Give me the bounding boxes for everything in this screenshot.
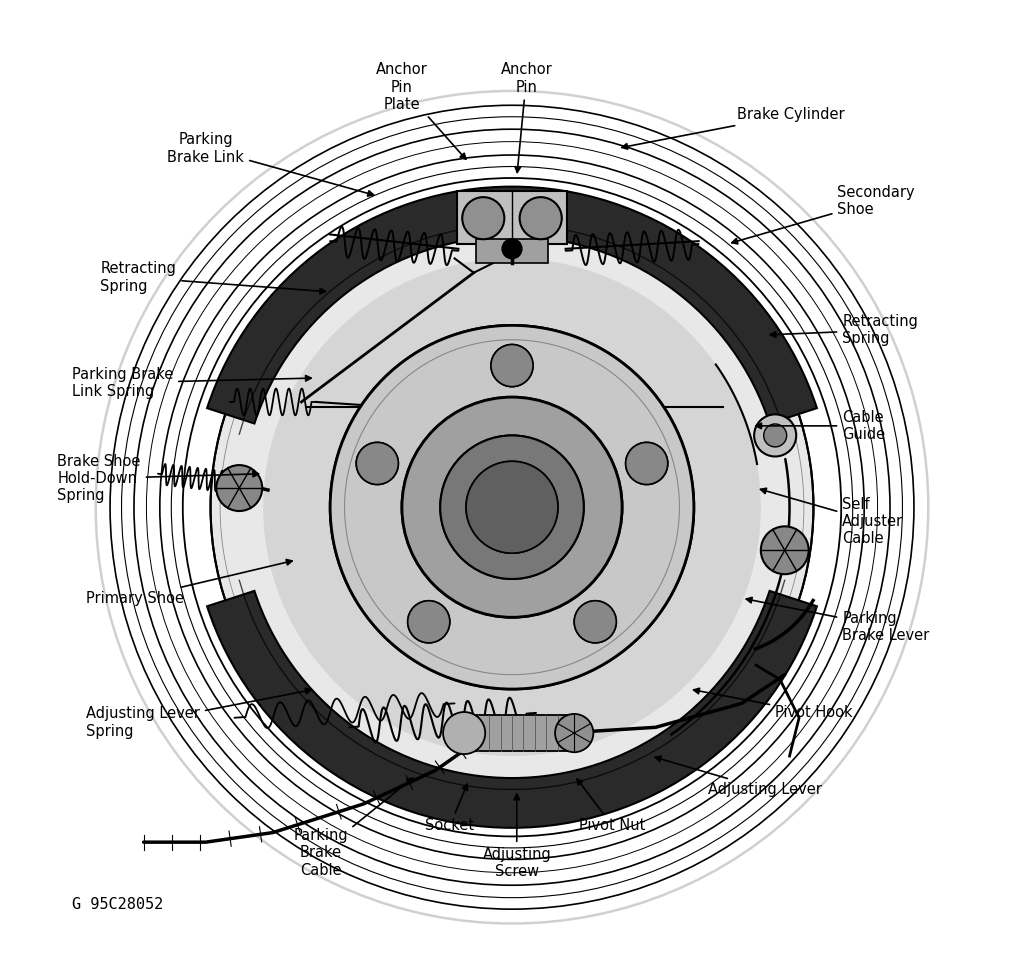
Circle shape (754, 414, 797, 456)
Text: Pivot Hook: Pivot Hook (693, 688, 853, 721)
Text: Parking
Brake Link: Parking Brake Link (167, 132, 374, 196)
Circle shape (462, 197, 505, 239)
Text: Retracting
Spring: Retracting Spring (770, 314, 919, 346)
Circle shape (574, 601, 616, 643)
Text: Adjusting
Screw: Adjusting Screw (482, 794, 551, 879)
Text: Parking
Brake
Cable: Parking Brake Cable (293, 778, 413, 878)
Text: Primary Shoe: Primary Shoe (86, 560, 292, 606)
Text: Cable
Guide: Cable Guide (756, 410, 886, 442)
Text: Adjusting Lever
Spring: Adjusting Lever Spring (86, 688, 311, 739)
Circle shape (330, 325, 694, 689)
Circle shape (490, 345, 534, 387)
Circle shape (330, 325, 694, 689)
Circle shape (356, 442, 398, 484)
Text: Parking
Brake Lever: Parking Brake Lever (746, 597, 930, 643)
Wedge shape (207, 187, 817, 424)
Circle shape (761, 526, 809, 574)
Text: Anchor
Pin: Anchor Pin (501, 62, 552, 172)
Circle shape (466, 461, 558, 553)
Text: Adjusting Lever: Adjusting Lever (655, 756, 822, 797)
Circle shape (408, 601, 450, 643)
Circle shape (263, 258, 761, 756)
Circle shape (503, 239, 521, 258)
Circle shape (626, 442, 668, 484)
Circle shape (356, 442, 398, 484)
Circle shape (626, 442, 668, 484)
Text: Socket: Socket (425, 784, 474, 834)
Circle shape (490, 345, 534, 387)
Bar (455, 715, 569, 751)
Text: Parking Brake
Link Spring: Parking Brake Link Spring (72, 367, 311, 399)
Text: Brake Cylinder: Brake Cylinder (622, 107, 845, 149)
Text: Retracting
Spring: Retracting Spring (100, 261, 326, 294)
Text: Secondary
Shoe: Secondary Shoe (732, 185, 915, 244)
Circle shape (408, 601, 450, 643)
Circle shape (402, 397, 622, 617)
Circle shape (211, 206, 813, 809)
Circle shape (443, 712, 485, 754)
Text: Brake Shoe
Hold-Down
Spring: Brake Shoe Hold-Down Spring (57, 454, 258, 503)
Bar (475, 239, 549, 263)
Circle shape (216, 465, 262, 511)
Text: Pivot Nut: Pivot Nut (577, 779, 646, 834)
Circle shape (466, 461, 558, 553)
Bar (457, 191, 567, 244)
Circle shape (402, 397, 622, 617)
Circle shape (519, 197, 562, 239)
Circle shape (764, 424, 786, 447)
Text: Anchor
Pin
Plate: Anchor Pin Plate (376, 62, 466, 159)
Circle shape (440, 435, 584, 579)
Wedge shape (207, 590, 817, 828)
Circle shape (555, 714, 593, 752)
Text: Self
Adjuster
Cable: Self Adjuster Cable (761, 488, 903, 546)
Text: G 95C28052: G 95C28052 (72, 897, 163, 912)
Circle shape (574, 601, 616, 643)
Circle shape (440, 435, 584, 579)
